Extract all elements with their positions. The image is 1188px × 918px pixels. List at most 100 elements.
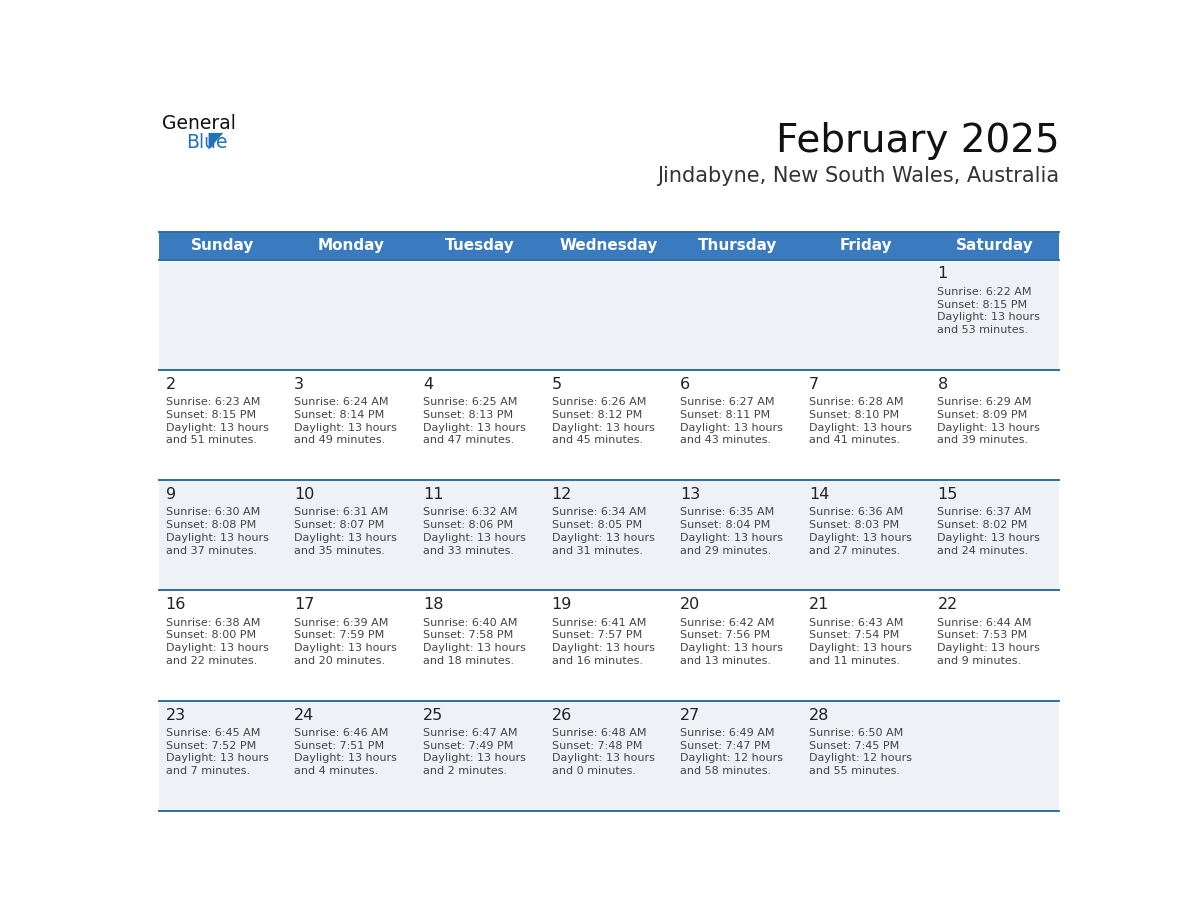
Text: and 7 minutes.: and 7 minutes. — [165, 766, 249, 776]
Text: Sunrise: 6:34 AM: Sunrise: 6:34 AM — [551, 508, 646, 518]
Text: 23: 23 — [165, 708, 185, 722]
Text: Sunrise: 6:25 AM: Sunrise: 6:25 AM — [423, 397, 517, 408]
Text: and 31 minutes.: and 31 minutes. — [551, 545, 643, 555]
Text: and 22 minutes.: and 22 minutes. — [165, 655, 257, 666]
Text: Sunset: 7:54 PM: Sunset: 7:54 PM — [809, 631, 899, 641]
Text: Sunrise: 6:36 AM: Sunrise: 6:36 AM — [809, 508, 903, 518]
Text: Daylight: 13 hours: Daylight: 13 hours — [937, 644, 1041, 653]
Text: Sunrise: 6:27 AM: Sunrise: 6:27 AM — [681, 397, 775, 408]
Text: 20: 20 — [681, 598, 701, 612]
Text: 4: 4 — [423, 376, 432, 392]
Text: Sunset: 7:45 PM: Sunset: 7:45 PM — [809, 741, 899, 751]
Text: 26: 26 — [551, 708, 571, 722]
Text: Thursday: Thursday — [697, 238, 777, 253]
Text: Daylight: 13 hours: Daylight: 13 hours — [165, 754, 268, 764]
Text: Sunrise: 6:24 AM: Sunrise: 6:24 AM — [295, 397, 388, 408]
Text: 16: 16 — [165, 598, 187, 612]
Text: February 2025: February 2025 — [776, 122, 1060, 160]
Text: Daylight: 12 hours: Daylight: 12 hours — [681, 754, 783, 764]
Bar — [158, 232, 1060, 260]
Text: Sunrise: 6:49 AM: Sunrise: 6:49 AM — [681, 728, 775, 738]
Text: Sunset: 7:51 PM: Sunset: 7:51 PM — [295, 741, 385, 751]
Text: Sunset: 8:00 PM: Sunset: 8:00 PM — [165, 631, 255, 641]
Text: General: General — [163, 114, 236, 133]
Text: Sunset: 8:13 PM: Sunset: 8:13 PM — [423, 409, 513, 420]
Text: and 9 minutes.: and 9 minutes. — [937, 655, 1022, 666]
Text: Daylight: 13 hours: Daylight: 13 hours — [423, 422, 526, 432]
Text: 21: 21 — [809, 598, 829, 612]
Text: and 37 minutes.: and 37 minutes. — [165, 545, 257, 555]
Text: Wednesday: Wednesday — [560, 238, 658, 253]
Text: and 24 minutes.: and 24 minutes. — [937, 545, 1029, 555]
Text: 25: 25 — [423, 708, 443, 722]
Text: Sunrise: 6:48 AM: Sunrise: 6:48 AM — [551, 728, 646, 738]
Text: Daylight: 13 hours: Daylight: 13 hours — [681, 644, 783, 653]
Text: and 27 minutes.: and 27 minutes. — [809, 545, 901, 555]
Text: 7: 7 — [809, 376, 819, 392]
Text: Blue: Blue — [187, 133, 228, 151]
Text: Daylight: 13 hours: Daylight: 13 hours — [295, 422, 397, 432]
Text: and 33 minutes.: and 33 minutes. — [423, 545, 514, 555]
Text: Daylight: 13 hours: Daylight: 13 hours — [423, 754, 526, 764]
Text: and 49 minutes.: and 49 minutes. — [295, 435, 385, 445]
Text: Sunset: 8:04 PM: Sunset: 8:04 PM — [681, 521, 770, 530]
Text: 27: 27 — [681, 708, 701, 722]
Text: Daylight: 13 hours: Daylight: 13 hours — [681, 532, 783, 543]
Text: Sunset: 8:14 PM: Sunset: 8:14 PM — [295, 409, 385, 420]
Text: Sunset: 7:47 PM: Sunset: 7:47 PM — [681, 741, 771, 751]
Text: Sunrise: 6:45 AM: Sunrise: 6:45 AM — [165, 728, 260, 738]
Text: Daylight: 13 hours: Daylight: 13 hours — [937, 312, 1041, 322]
Text: and 18 minutes.: and 18 minutes. — [423, 655, 514, 666]
Bar — [158, 260, 1060, 370]
Text: and 39 minutes.: and 39 minutes. — [937, 435, 1029, 445]
Text: 10: 10 — [295, 487, 315, 502]
Text: Sunset: 7:56 PM: Sunset: 7:56 PM — [681, 631, 770, 641]
Text: 14: 14 — [809, 487, 829, 502]
Text: Sunrise: 6:22 AM: Sunrise: 6:22 AM — [937, 286, 1032, 297]
Text: Sunrise: 6:40 AM: Sunrise: 6:40 AM — [423, 618, 517, 628]
Text: Sunset: 8:08 PM: Sunset: 8:08 PM — [165, 521, 255, 530]
Text: Sunrise: 6:31 AM: Sunrise: 6:31 AM — [295, 508, 388, 518]
Text: Daylight: 13 hours: Daylight: 13 hours — [681, 422, 783, 432]
Polygon shape — [209, 133, 223, 150]
Text: 22: 22 — [937, 598, 958, 612]
Text: Sunset: 7:49 PM: Sunset: 7:49 PM — [423, 741, 513, 751]
Text: Monday: Monday — [318, 238, 385, 253]
Text: Sunset: 8:15 PM: Sunset: 8:15 PM — [937, 299, 1028, 309]
Text: Sunrise: 6:32 AM: Sunrise: 6:32 AM — [423, 508, 517, 518]
Text: and 58 minutes.: and 58 minutes. — [681, 766, 771, 776]
Text: and 55 minutes.: and 55 minutes. — [809, 766, 899, 776]
Text: Sunset: 7:53 PM: Sunset: 7:53 PM — [937, 631, 1028, 641]
Text: Sunset: 7:57 PM: Sunset: 7:57 PM — [551, 631, 642, 641]
Text: Sunset: 8:02 PM: Sunset: 8:02 PM — [937, 521, 1028, 530]
Text: Sunset: 8:06 PM: Sunset: 8:06 PM — [423, 521, 513, 530]
Text: Sunset: 8:10 PM: Sunset: 8:10 PM — [809, 409, 899, 420]
Text: and 20 minutes.: and 20 minutes. — [295, 655, 385, 666]
Text: Sunset: 8:03 PM: Sunset: 8:03 PM — [809, 521, 899, 530]
Text: 15: 15 — [937, 487, 958, 502]
Text: Sunset: 8:09 PM: Sunset: 8:09 PM — [937, 409, 1028, 420]
Text: 17: 17 — [295, 598, 315, 612]
Text: Daylight: 13 hours: Daylight: 13 hours — [937, 532, 1041, 543]
Text: 12: 12 — [551, 487, 571, 502]
Text: Sunrise: 6:37 AM: Sunrise: 6:37 AM — [937, 508, 1032, 518]
Bar — [158, 590, 1060, 700]
Text: Sunrise: 6:43 AM: Sunrise: 6:43 AM — [809, 618, 903, 628]
Text: Daylight: 13 hours: Daylight: 13 hours — [551, 754, 655, 764]
Text: and 43 minutes.: and 43 minutes. — [681, 435, 771, 445]
Text: Sunrise: 6:41 AM: Sunrise: 6:41 AM — [551, 618, 646, 628]
Text: Sunrise: 6:47 AM: Sunrise: 6:47 AM — [423, 728, 517, 738]
Text: Daylight: 13 hours: Daylight: 13 hours — [295, 532, 397, 543]
Text: Daylight: 13 hours: Daylight: 13 hours — [551, 422, 655, 432]
Text: 18: 18 — [423, 598, 443, 612]
Text: Sunrise: 6:26 AM: Sunrise: 6:26 AM — [551, 397, 646, 408]
Text: Sunset: 8:07 PM: Sunset: 8:07 PM — [295, 521, 385, 530]
Text: 5: 5 — [551, 376, 562, 392]
Text: Daylight: 13 hours: Daylight: 13 hours — [165, 644, 268, 653]
Text: Sunrise: 6:39 AM: Sunrise: 6:39 AM — [295, 618, 388, 628]
Text: Sunset: 7:59 PM: Sunset: 7:59 PM — [295, 631, 385, 641]
Text: and 13 minutes.: and 13 minutes. — [681, 655, 771, 666]
Text: Tuesday: Tuesday — [446, 238, 516, 253]
Text: Daylight: 13 hours: Daylight: 13 hours — [295, 754, 397, 764]
Text: Saturday: Saturday — [956, 238, 1034, 253]
